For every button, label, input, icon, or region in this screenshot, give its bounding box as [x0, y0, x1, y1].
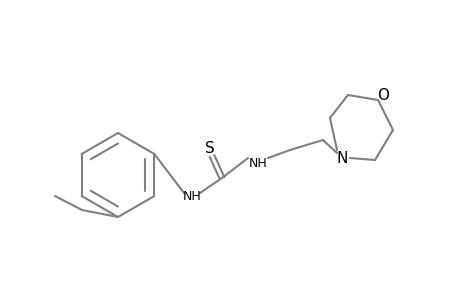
Text: O: O [376, 88, 388, 103]
Text: N: N [336, 151, 347, 166]
Text: NH: NH [248, 157, 267, 169]
Text: S: S [205, 140, 214, 155]
Text: NH: NH [182, 190, 201, 203]
